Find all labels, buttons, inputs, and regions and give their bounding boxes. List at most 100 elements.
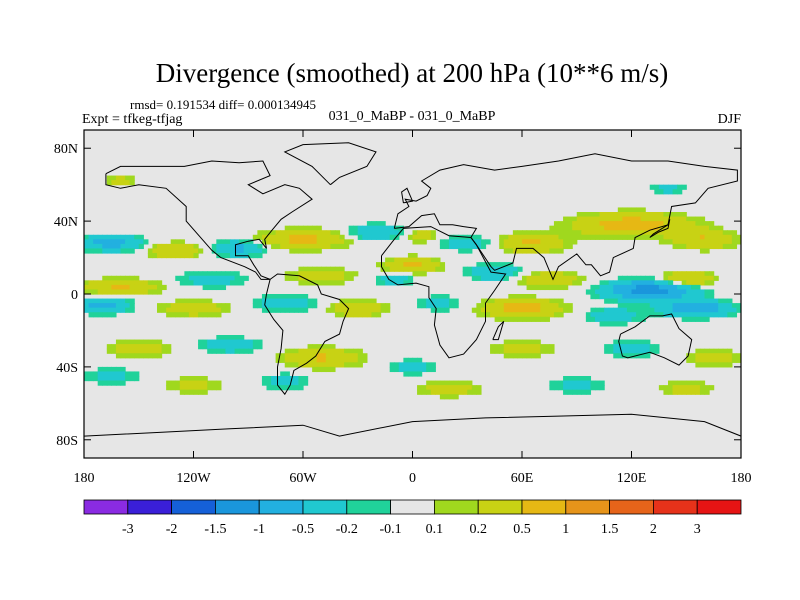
field-cell — [321, 230, 327, 236]
field-cell — [604, 216, 610, 222]
field-cell — [280, 357, 286, 363]
field-cell — [143, 280, 149, 286]
field-cell — [654, 234, 660, 240]
field-cell — [179, 275, 185, 281]
field-cell — [626, 230, 633, 236]
field-cell — [581, 385, 587, 391]
field-cell — [613, 298, 619, 304]
field-cell — [330, 271, 336, 277]
field-cell — [449, 394, 455, 400]
field-cell — [622, 307, 628, 313]
field-cell — [622, 275, 628, 281]
field-cell — [553, 239, 560, 245]
field-cell — [211, 243, 217, 250]
field-cell — [663, 307, 669, 313]
field-cell — [567, 239, 573, 245]
field-cell — [421, 385, 427, 391]
field-cell — [344, 243, 350, 250]
field-cell — [138, 353, 144, 359]
field-cell — [658, 239, 665, 245]
field-cell — [640, 207, 646, 213]
field-cell — [636, 316, 642, 322]
field-cell — [376, 275, 382, 281]
field-cell — [376, 312, 382, 318]
experiment-label: Expt = tfkeg-tfjag — [82, 112, 182, 127]
field-cell — [225, 307, 231, 313]
field-cell — [179, 389, 185, 395]
field-cell — [106, 248, 112, 254]
field-cell — [526, 339, 532, 345]
field-cell — [129, 344, 135, 350]
field-cell — [193, 248, 199, 254]
field-cell — [161, 303, 167, 309]
field-cell — [234, 339, 240, 345]
y-tick-label: 40N — [54, 215, 78, 230]
field-cell — [626, 316, 633, 322]
field-cell — [207, 303, 213, 309]
field-cell — [668, 216, 674, 222]
field-cell — [243, 248, 249, 254]
color-labelbar: -3 -2 -1.5 -1 -0.5 -0.2 -0.1 0.1 0.2 0.5 1 1.5 2 3 — [83, 499, 742, 537]
field-cell — [458, 380, 464, 386]
field-cell — [595, 312, 601, 318]
field-cell — [120, 303, 126, 309]
field-cell — [526, 348, 532, 354]
field-cell — [549, 312, 555, 318]
field-cell — [522, 234, 528, 240]
field-cell — [576, 385, 582, 391]
field-cell — [709, 353, 715, 359]
field-cell — [371, 298, 377, 304]
field-cell — [106, 348, 112, 354]
field-cell — [722, 312, 728, 318]
field-cell — [398, 280, 404, 286]
field-cell — [330, 362, 336, 368]
field-cell — [339, 271, 345, 277]
field-cell — [563, 239, 569, 245]
field-cell — [553, 303, 560, 309]
field-cell — [690, 307, 696, 313]
field-cell — [380, 280, 386, 286]
field-cell — [298, 357, 304, 363]
field-cell — [207, 312, 213, 318]
field-cell — [540, 248, 546, 254]
field-cell — [280, 294, 286, 300]
field-cell — [681, 234, 687, 240]
field-cell — [704, 289, 710, 295]
field-cell — [211, 312, 217, 318]
field-cell — [503, 348, 509, 354]
field-cell — [403, 362, 409, 368]
field-cell — [531, 230, 537, 236]
field-cell — [544, 280, 550, 286]
coastline — [283, 142, 377, 186]
field-cell — [106, 275, 112, 281]
field-cell — [599, 289, 605, 295]
field-cell — [622, 339, 628, 345]
field-cell — [526, 284, 532, 291]
field-cell — [426, 362, 432, 368]
field-cell — [626, 221, 633, 227]
field-cell — [704, 280, 710, 286]
field-cell — [512, 243, 519, 250]
field-cell — [193, 312, 199, 318]
field-cell — [111, 312, 117, 318]
field-cell — [421, 239, 427, 245]
field-cell — [540, 284, 546, 291]
x-tick-label: 60W — [289, 471, 317, 486]
field-cell — [640, 216, 646, 222]
field-cell — [617, 348, 623, 354]
field-cell — [115, 339, 122, 345]
field-cell — [576, 216, 582, 222]
field-cell — [663, 230, 669, 236]
field-cell — [202, 339, 208, 345]
field-cell — [289, 362, 295, 368]
field-cell — [125, 243, 131, 250]
field-cell — [84, 234, 90, 240]
field-cell — [166, 303, 172, 309]
field-cell — [362, 225, 368, 231]
field-cell — [344, 312, 350, 318]
field-cell — [718, 307, 724, 313]
field-cell — [494, 307, 500, 313]
field-cell — [252, 243, 258, 250]
field-cell — [334, 353, 341, 359]
